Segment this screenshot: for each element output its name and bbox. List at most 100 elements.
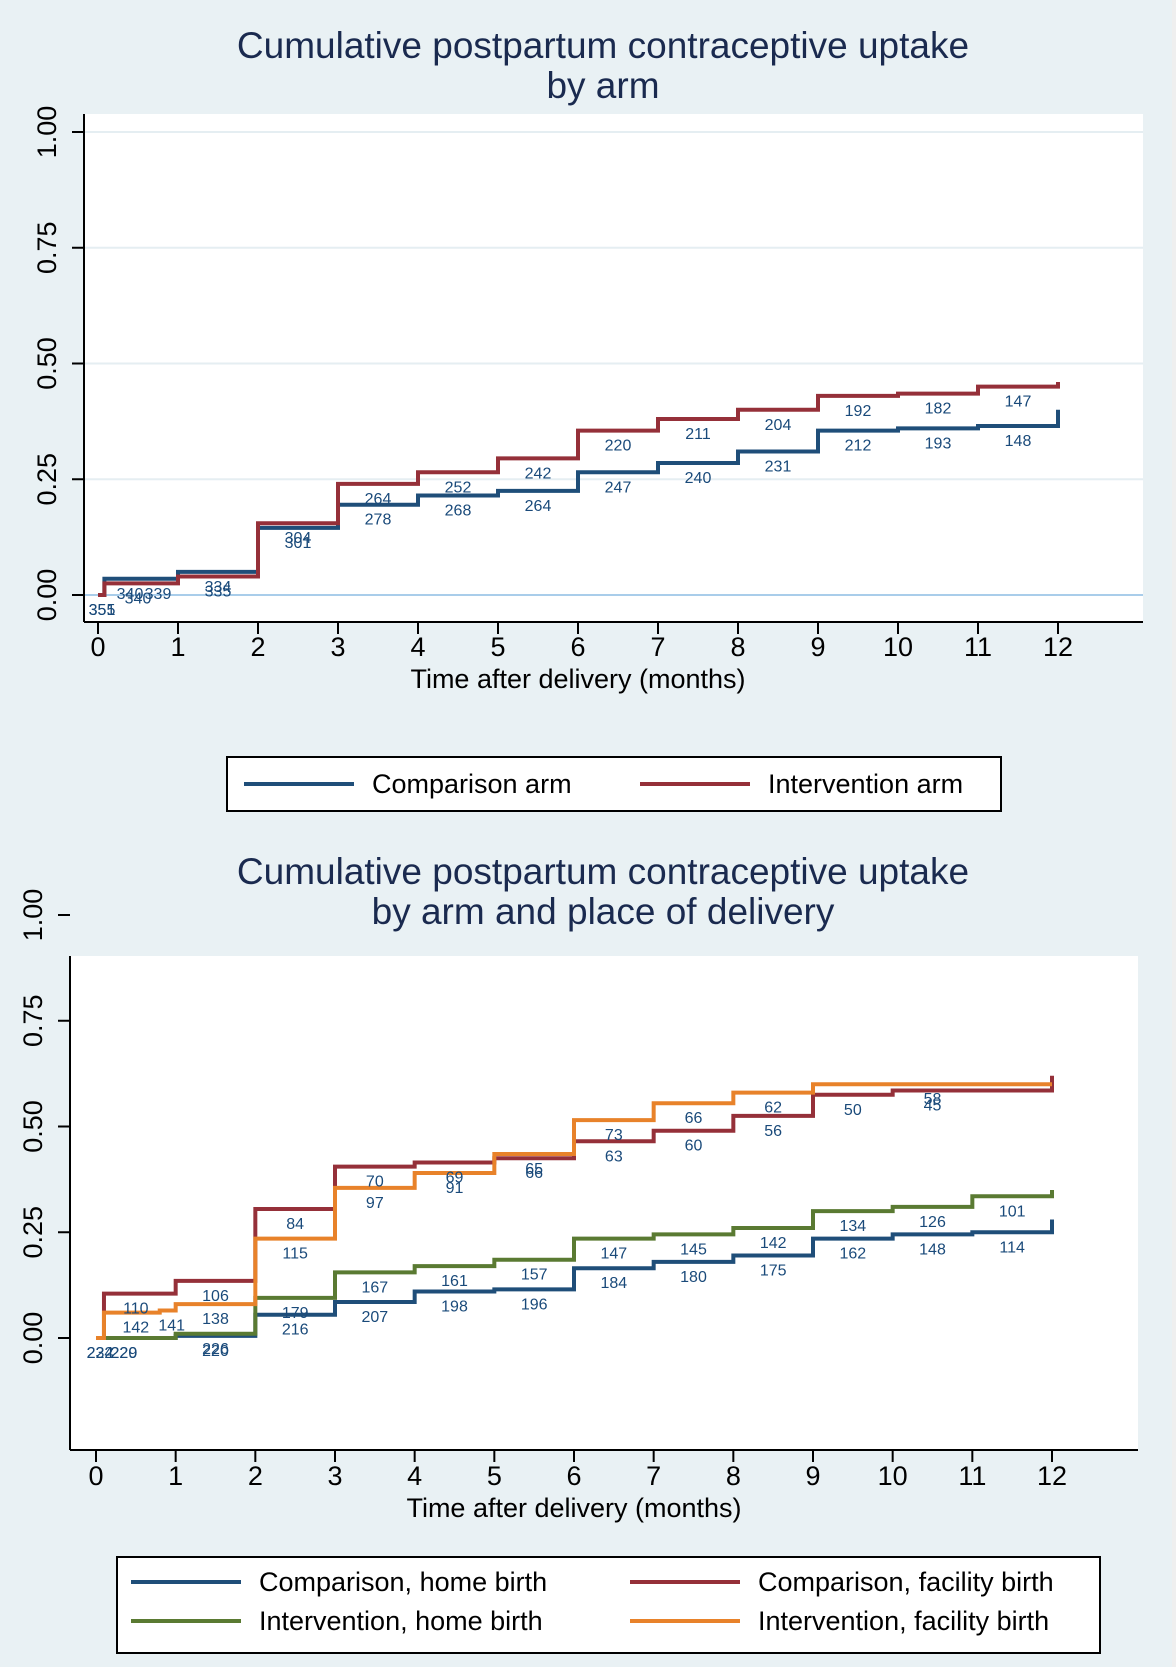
x-tick-label: 8	[726, 1461, 741, 1491]
legend-label: Intervention, home birth	[259, 1606, 543, 1636]
legend-box	[226, 756, 1002, 812]
x-tick-label: 5	[490, 632, 505, 662]
at-risk-label: 66	[685, 1110, 703, 1127]
at-risk-label: 142	[122, 1320, 149, 1337]
at-risk-label: 196	[521, 1296, 548, 1313]
at-risk-label: 73	[605, 1127, 623, 1144]
at-risk-label: 138	[202, 1311, 229, 1328]
x-tick-label: 9	[810, 632, 825, 662]
y-tick-label: 0.50	[32, 337, 62, 390]
legend-label: Comparison, facility birth	[758, 1567, 1054, 1597]
at-risk-label: 91	[446, 1180, 464, 1197]
legend-label: Intervention, facility birth	[758, 1606, 1049, 1636]
at-risk-label: 147	[1005, 394, 1032, 411]
at-risk-label: 50	[844, 1102, 862, 1119]
at-risk-label: 175	[760, 1263, 787, 1280]
x-tick-label: 4	[407, 1461, 422, 1491]
x-tick-label: 5	[487, 1461, 502, 1491]
at-risk-label: 220	[605, 438, 632, 455]
at-risk-label: 264	[365, 491, 392, 508]
x-axis-title: Time after delivery (months)	[406, 1493, 741, 1523]
at-risk-label: 145	[680, 1241, 707, 1258]
at-risk-label: 301	[285, 535, 312, 552]
at-risk-label: 70	[366, 1174, 384, 1191]
at-risk-label: 148	[919, 1241, 946, 1258]
y-tick-label: 1.00	[18, 889, 48, 942]
x-axis-title: Time after delivery (months)	[410, 664, 745, 694]
at-risk-label: 180	[680, 1269, 707, 1286]
x-tick-label: 8	[730, 632, 745, 662]
legend-label: Comparison arm	[372, 769, 572, 799]
at-risk-label: 340	[117, 586, 144, 603]
x-tick-label: 0	[90, 632, 105, 662]
x-tick-label: 10	[878, 1461, 908, 1491]
series-line-comparison-arm	[98, 409, 1060, 597]
at-risk-label: 106	[202, 1288, 229, 1305]
y-tick-label: 0.75	[18, 994, 48, 1047]
x-tick-label: 2	[248, 1461, 263, 1491]
at-risk-label: 304	[285, 530, 312, 547]
at-risk-label: 264	[525, 498, 552, 515]
at-risk-label: 45	[924, 1098, 942, 1115]
at-risk-label: 220	[202, 1343, 229, 1360]
chart-title-line: Cumulative postpartum contraceptive upta…	[237, 851, 969, 892]
legend-box	[116, 1556, 1101, 1654]
at-risk-label: 97	[366, 1195, 384, 1212]
x-tick-label: 6	[566, 1461, 581, 1491]
at-risk-label: 216	[282, 1322, 309, 1339]
legend-label: Comparison, home birth	[259, 1567, 547, 1597]
at-risk-label: 204	[765, 417, 792, 434]
at-risk-label: 212	[845, 438, 872, 455]
x-tick-label: 4	[410, 632, 425, 662]
chart-panel-by-arm: Cumulative postpartum contraceptive upta…	[0, 0, 1172, 828]
x-tick-label: 9	[805, 1461, 820, 1491]
at-risk-label: 229	[111, 1345, 138, 1362]
x-tick-label: 2	[250, 632, 265, 662]
y-tick-label: 0.00	[32, 569, 62, 622]
legend-label: Intervention arm	[768, 769, 963, 799]
at-risk-label: 58	[924, 1091, 942, 1108]
at-risk-label: 339	[145, 586, 172, 603]
at-risk-label: 268	[445, 502, 472, 519]
x-tick-label: 7	[646, 1461, 661, 1491]
series-line-intervention-facility-birth	[96, 1082, 1052, 1340]
y-tick-label: 0.50	[18, 1100, 48, 1153]
at-risk-label: 69	[446, 1169, 464, 1186]
plot-area	[84, 114, 1143, 622]
at-risk-label: 192	[845, 403, 872, 420]
at-risk-label: 351	[89, 602, 116, 619]
at-risk-label: 63	[605, 1148, 623, 1165]
at-risk-label: 84	[286, 1216, 304, 1233]
plot-area	[70, 956, 1138, 1450]
x-tick-label: 7	[650, 632, 665, 662]
y-tick-label: 0.25	[18, 1206, 48, 1259]
at-risk-label: 162	[839, 1246, 866, 1263]
at-risk-label: 198	[441, 1298, 468, 1315]
x-tick-label: 1	[168, 1461, 183, 1491]
at-risk-label: 110	[123, 1301, 149, 1318]
at-risk-label: 134	[839, 1218, 866, 1235]
y-tick-label: 1.00	[32, 106, 62, 159]
at-risk-label: 182	[925, 401, 952, 418]
at-risk-label: 141	[158, 1318, 185, 1335]
x-tick-label: 11	[958, 1461, 986, 1491]
at-risk-label: 231	[765, 458, 792, 475]
at-risk-label: 167	[361, 1279, 388, 1296]
y-tick-label: 0.75	[32, 221, 62, 274]
chart-title-line: by arm and place of delivery	[372, 891, 835, 932]
x-tick-label: 10	[883, 632, 913, 662]
at-risk-label: 62	[764, 1100, 782, 1117]
at-risk-label: 252	[445, 479, 472, 496]
at-risk-label: 161	[441, 1273, 468, 1290]
at-risk-label: 115	[282, 1246, 308, 1263]
at-risk-label: 335	[205, 583, 232, 600]
at-risk-label: 240	[685, 470, 712, 487]
at-risk-label: 207	[361, 1309, 388, 1326]
at-risk-label: 56	[764, 1123, 782, 1140]
at-risk-label: 211	[685, 426, 711, 443]
at-risk-label: 66	[525, 1165, 543, 1182]
at-risk-label: 220	[111, 1345, 138, 1362]
x-tick-label: 3	[330, 632, 345, 662]
x-tick-label: 12	[1037, 1461, 1067, 1491]
y-tick-label: 0.00	[18, 1312, 48, 1365]
